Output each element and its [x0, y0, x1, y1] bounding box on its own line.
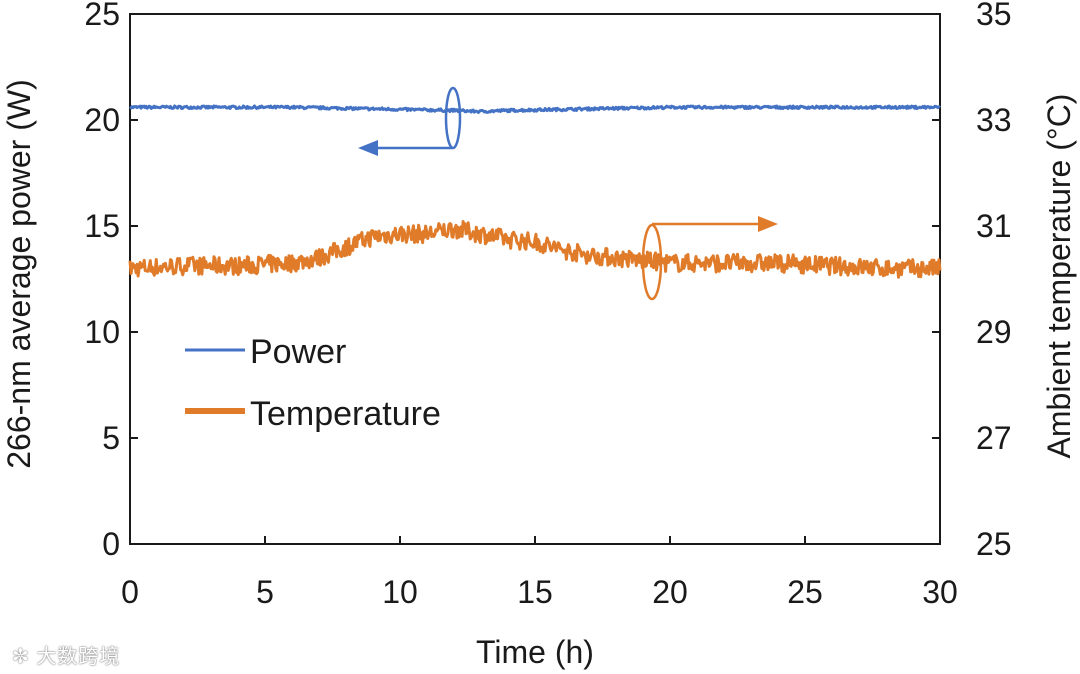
- legend-label-temperature: Temperature: [250, 395, 441, 433]
- power-annotation-ellipse: [444, 86, 462, 150]
- y-tick-label: 5: [102, 420, 120, 456]
- y2-tick-label: 35: [976, 0, 1012, 32]
- y-axis-ticks: 0 5 10 15 20 25: [84, 0, 138, 562]
- temperature-axis-annotation: [641, 216, 778, 301]
- x-tick-label: 15: [517, 574, 553, 610]
- x-axis-title: Time (h): [476, 634, 594, 670]
- series-line-temperature: [128, 220, 942, 279]
- plot-frame: [129, 13, 941, 545]
- y-tick-label: 15: [84, 208, 120, 244]
- series-line-power: [129, 104, 941, 114]
- y2-tick-label: 27: [976, 420, 1012, 456]
- x-tick-label: 30: [922, 574, 958, 610]
- legend: Power Temperature: [185, 333, 441, 433]
- x-tick-label: 10: [382, 574, 418, 610]
- y2-tick-label: 29: [976, 314, 1012, 350]
- temperature-annotation-arrowhead: [758, 216, 778, 232]
- watermark-logo-icon: ✼: [12, 646, 30, 668]
- x-tick-label: 20: [652, 574, 688, 610]
- legend-label-power: Power: [250, 333, 346, 371]
- power-annotation-arrowhead: [358, 140, 378, 156]
- y2-tick-label: 31: [976, 208, 1012, 244]
- y2-axis-title: Ambient temperature (°C): [1041, 94, 1077, 459]
- power-axis-annotation: [358, 86, 462, 156]
- x-tick-label: 5: [256, 574, 274, 610]
- watermark-text: 大数跨境: [36, 646, 121, 668]
- y2-tick-label: 25: [976, 526, 1012, 562]
- y-tick-label: 10: [84, 314, 120, 350]
- y-axis-title: 266-nm average power (W): [1, 79, 37, 468]
- x-tick-label: 0: [121, 574, 139, 610]
- y-tick-label: 0: [102, 526, 120, 562]
- y-tick-label: 25: [84, 0, 120, 32]
- y2-tick-label: 33: [976, 102, 1012, 138]
- y2-axis-ticks: 25 27 29 31 33 35: [932, 0, 1012, 562]
- x-tick-label: 25: [787, 574, 823, 610]
- watermark: ✼ 大数跨境: [12, 640, 120, 669]
- y-tick-label: 20: [84, 102, 120, 138]
- x-axis-ticks: 0 5 10 15 20 25 30: [121, 536, 958, 610]
